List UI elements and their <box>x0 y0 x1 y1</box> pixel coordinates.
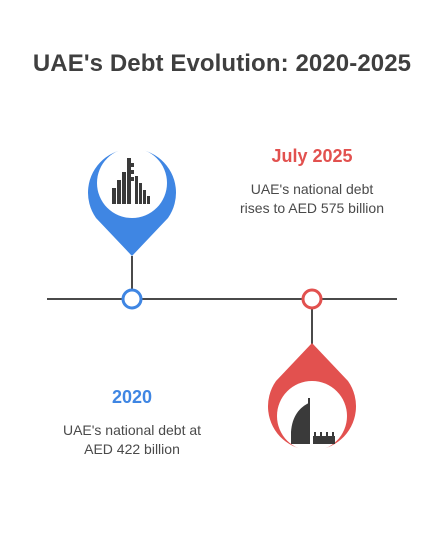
event-2025-description-line-1: UAE's national debt <box>250 181 374 197</box>
city-skyline-icon <box>112 158 150 204</box>
node-2025 <box>301 288 323 310</box>
burj-al-arab-icon <box>291 398 335 444</box>
event-2025-year: July 2025 <box>271 146 353 166</box>
page-title: UAE's Debt Evolution: 2020-2025 <box>32 50 412 77</box>
pin-2020-inner <box>97 148 167 218</box>
event-2025-description: UAE's national debt rises to AED 575 bil… <box>222 180 402 218</box>
event-2020-description: UAE's national debt at AED 422 billion <box>42 421 222 459</box>
marker-2025 <box>268 288 356 451</box>
event-2020-year: 2020 <box>111 387 153 407</box>
event-2020-description-line-2: AED 422 billion <box>84 441 180 457</box>
marker-2020 <box>88 148 176 310</box>
event-2020-description-line-1: UAE's national debt at <box>62 422 202 438</box>
node-2020 <box>121 288 143 310</box>
pin-2025-inner <box>277 381 347 451</box>
event-2025-description-line-2: rises to AED 575 billion <box>240 200 384 216</box>
